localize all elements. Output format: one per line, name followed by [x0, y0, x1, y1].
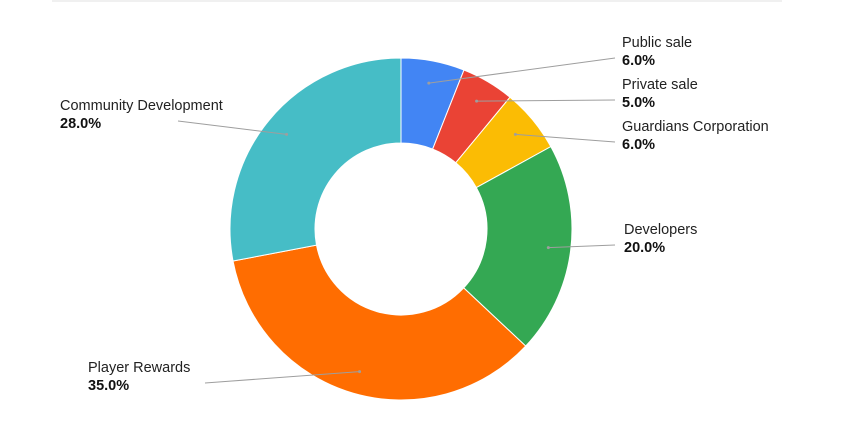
- slice-player-rewards: [232, 244, 527, 401]
- slices: [229, 57, 573, 401]
- leader-player-rewards: [204, 371, 360, 384]
- leader-community-development: [177, 120, 287, 135]
- leader-dot-guardians-corporation: [513, 132, 517, 136]
- slice-community-development: [229, 57, 402, 262]
- value-player-rewards: 35.0%: [88, 378, 129, 394]
- leader-dot-player-rewards: [358, 370, 362, 374]
- leader-guardians-corporation: [515, 133, 616, 143]
- leader-dot-developers: [546, 246, 550, 250]
- leader-lines: [177, 57, 616, 384]
- leader-dot-public-sale: [427, 81, 431, 85]
- value-community-development: 28.0%: [60, 116, 101, 132]
- label-community-development: Community Development: [60, 98, 223, 114]
- slice-developers: [462, 145, 573, 347]
- value-developers: 20.0%: [624, 240, 665, 256]
- label-public-sale: Public sale: [622, 35, 692, 51]
- leader-private-sale: [476, 99, 616, 102]
- leader-public-sale: [428, 57, 616, 84]
- value-private-sale: 5.0%: [622, 95, 655, 111]
- leader-dot-community-development: [285, 132, 289, 136]
- value-guardians-corporation: 6.0%: [622, 137, 655, 153]
- label-guardians-corporation: Guardians Corporation: [622, 119, 769, 135]
- value-public-sale: 6.0%: [622, 53, 655, 69]
- slice-labels: Public sale 6.0% Private sale 5.0% Guardians…: [60, 35, 769, 394]
- leader-dot-private-sale: [475, 99, 479, 103]
- label-private-sale: Private sale: [622, 77, 698, 93]
- label-player-rewards: Player Rewards: [88, 360, 190, 376]
- leader-developers: [548, 244, 616, 249]
- label-developers: Developers: [624, 222, 697, 238]
